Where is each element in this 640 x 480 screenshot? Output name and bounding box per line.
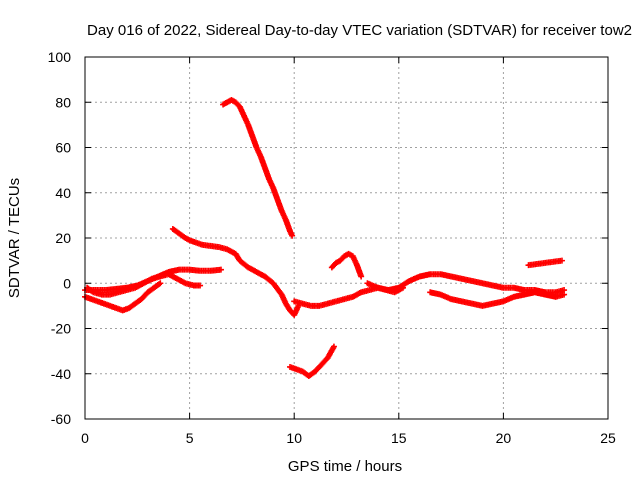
axis-ticks bbox=[84, 56, 609, 420]
x-tick-label: 25 bbox=[600, 430, 616, 446]
point-track-neg-40 bbox=[330, 343, 337, 350]
y-tick-label: -60 bbox=[51, 411, 71, 427]
y-tick-label: -40 bbox=[51, 366, 71, 382]
x-axis-label: GPS time / hours bbox=[288, 458, 402, 475]
point-track-high-descent bbox=[289, 232, 296, 239]
x-tick-label: 0 bbox=[81, 430, 89, 446]
y-tick-label: 60 bbox=[55, 140, 71, 156]
y-tick-label: -20 bbox=[51, 321, 71, 337]
point-track-low-left bbox=[157, 280, 164, 287]
y-axis-label: SDTVAR / TECUs bbox=[6, 178, 23, 298]
x-tick-label: 20 bbox=[496, 430, 512, 446]
y-tick-label: 100 bbox=[48, 49, 72, 65]
point-track-spike-12-13 bbox=[358, 273, 365, 280]
y-tick-label: 20 bbox=[55, 230, 71, 246]
data-points bbox=[82, 96, 568, 380]
chart-title: Day 016 of 2022, Sidereal Day-to-day VTE… bbox=[87, 22, 632, 39]
y-tick-label: 40 bbox=[55, 185, 71, 201]
y-tick-label: 80 bbox=[55, 94, 71, 110]
point-track-right-upper bbox=[558, 257, 565, 264]
x-tick-label: 10 bbox=[286, 430, 302, 446]
x-tick-label: 15 bbox=[391, 430, 407, 446]
grid-lines bbox=[85, 57, 608, 419]
x-tick-label: 5 bbox=[186, 430, 194, 446]
point-track-zero-left bbox=[217, 266, 224, 273]
point-track-left-dip bbox=[197, 282, 204, 289]
y-tick-label: 0 bbox=[63, 275, 71, 291]
point-track-right-dip bbox=[561, 291, 568, 298]
tick-labels: 0 5 10 15 20 25 -60 -40 -20 0 20 40 60 80 100 bbox=[48, 49, 616, 446]
